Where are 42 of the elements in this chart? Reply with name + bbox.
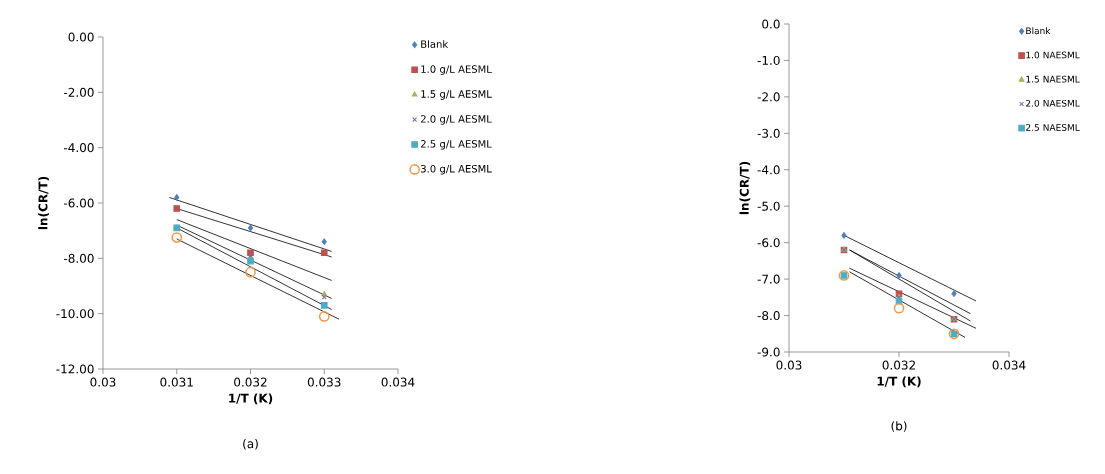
x-tick-label: 0.033	[307, 377, 341, 387]
x-tick-label: 0.03	[776, 360, 802, 370]
y-tick-label: -6.0	[757, 238, 780, 248]
text: (a)	[243, 438, 258, 450]
legend-label: 3.0 g/L AESML	[421, 164, 492, 175]
y-tick-label: -9.0	[757, 347, 780, 357]
legend-label: 2.0 g/L AESML	[420, 115, 492, 125]
x-axis-title: 1/T (K)	[877, 376, 921, 388]
legend-label: 1.5 g/L AESML	[421, 90, 492, 100]
y-tick-label: 0.0	[762, 19, 780, 29]
y-tick-label: -7.0	[757, 274, 780, 284]
y-axis-title: ln(CR/T)	[739, 161, 751, 215]
y-tick-label: -4.0	[757, 165, 780, 175]
x-tick-label: 0.031	[160, 377, 193, 387]
legend-label: 1.5 NAESML	[1026, 75, 1080, 83]
y-tick-label: -4.00	[64, 143, 94, 153]
y-tick-label: -8.00	[64, 253, 94, 263]
y-tick-label: -3.0	[757, 128, 780, 138]
legend-label: 1.0 NAESML	[1026, 51, 1080, 59]
text: (b)	[891, 421, 907, 432]
legend-label: 2.0 NAESML	[1026, 99, 1080, 107]
y-axis-title: ln(CR/T)	[38, 176, 49, 230]
y-tick-label: -8.0	[757, 311, 780, 321]
x-tick-label: 0.032	[882, 360, 915, 370]
y-tick-label: 0.00	[68, 32, 94, 42]
legend-label: 2.5 g/L AESML	[420, 140, 492, 150]
legend-label: 2.5 NAESML	[1026, 124, 1080, 131]
x-tick-label: 0.034	[992, 360, 1026, 370]
y-tick-label: -6.00	[64, 198, 94, 208]
y-tick-label: -12.00	[56, 364, 94, 374]
y-tick-label: -10.00	[56, 309, 94, 319]
y-tick-label: -2.00	[64, 87, 94, 97]
x-tick-label: 0.03	[90, 377, 116, 387]
y-tick-label: -2.0	[757, 92, 780, 102]
legend-label: 1.0 g/L AESML	[421, 65, 492, 75]
x-tick-label: 0.032	[234, 377, 267, 387]
y-tick-label: -1.0	[757, 55, 780, 65]
legend-label: Blank	[421, 40, 449, 48]
x-axis-title: 1/T (K)	[229, 393, 273, 405]
y-tick-label: -5.0	[757, 201, 780, 211]
legend-label: Blank	[1026, 27, 1051, 35]
x-tick-label: 0.034	[381, 377, 415, 387]
